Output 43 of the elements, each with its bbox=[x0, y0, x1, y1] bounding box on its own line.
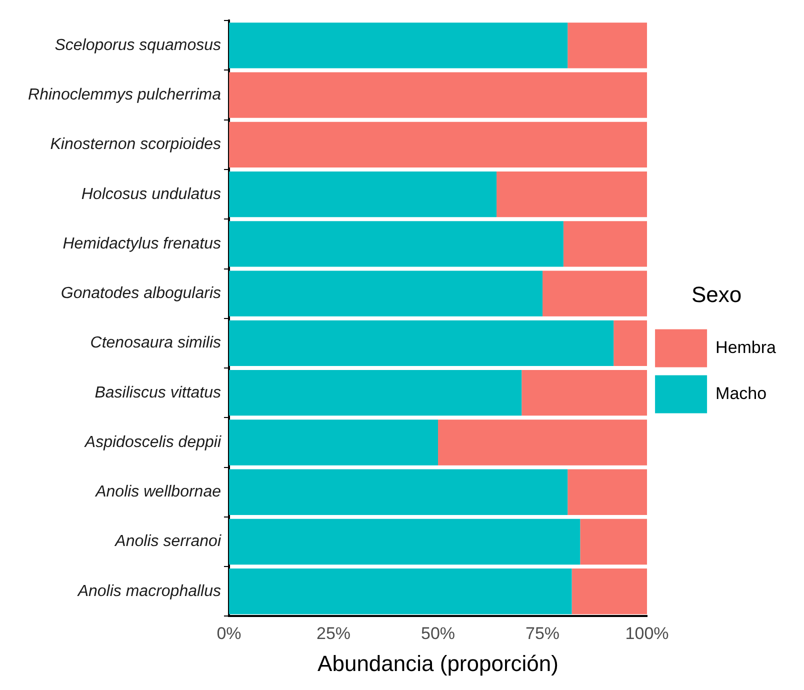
bar bbox=[229, 221, 564, 267]
legend-title: Sexo bbox=[691, 282, 742, 307]
bar bbox=[568, 22, 648, 68]
bar bbox=[229, 568, 572, 614]
bar bbox=[614, 320, 648, 366]
bar bbox=[229, 518, 580, 565]
bar bbox=[568, 469, 648, 515]
x-tick-label: 25% bbox=[316, 624, 351, 644]
bar bbox=[229, 171, 497, 218]
y-tick-label: Anolis wellbornae bbox=[94, 484, 222, 501]
y-tick-label: Hemidactylus frenatus bbox=[62, 235, 221, 252]
x-tick-label: 0% bbox=[216, 624, 242, 644]
bar bbox=[572, 568, 648, 614]
y-tick-label: Anolis serranoi bbox=[114, 533, 222, 550]
x-tick-label: 75% bbox=[526, 624, 560, 644]
legend-label: Macho bbox=[716, 384, 767, 403]
y-tick-label: Ctenosaura similis bbox=[90, 334, 221, 352]
bar bbox=[229, 370, 522, 416]
y-tick-label: Holcosus undulatus bbox=[81, 186, 221, 203]
y-tick-label: Basiliscus vittatus bbox=[94, 384, 221, 402]
bar bbox=[496, 171, 648, 218]
y-tick-label: Sceloporus squamosus bbox=[54, 36, 221, 54]
bar bbox=[229, 320, 614, 366]
bar bbox=[563, 221, 648, 267]
bar bbox=[229, 270, 543, 316]
bar bbox=[438, 420, 648, 466]
x-tick-label: 100% bbox=[625, 624, 669, 644]
legend-label: Hembra bbox=[716, 338, 777, 357]
x-axis-title: Abundancia (proporción) bbox=[318, 650, 558, 676]
bar bbox=[580, 518, 648, 565]
bar bbox=[229, 122, 648, 168]
y-tick-label: Aspidoscelis deppii bbox=[84, 434, 222, 451]
y-tick-label: Kinosternon scorpioides bbox=[50, 136, 221, 154]
y-tick-label: Gonatodes albogularis bbox=[60, 285, 221, 302]
bar bbox=[542, 270, 648, 316]
y-tick-label: Rhinoclemmys pulcherrima bbox=[28, 86, 222, 104]
bar bbox=[229, 72, 648, 118]
bar bbox=[229, 22, 568, 68]
bar bbox=[229, 469, 568, 515]
bar bbox=[229, 420, 438, 466]
x-tick-label: 50% bbox=[421, 624, 456, 644]
bar bbox=[522, 370, 648, 416]
y-tick-label: Anolis macrophallus bbox=[76, 582, 221, 600]
